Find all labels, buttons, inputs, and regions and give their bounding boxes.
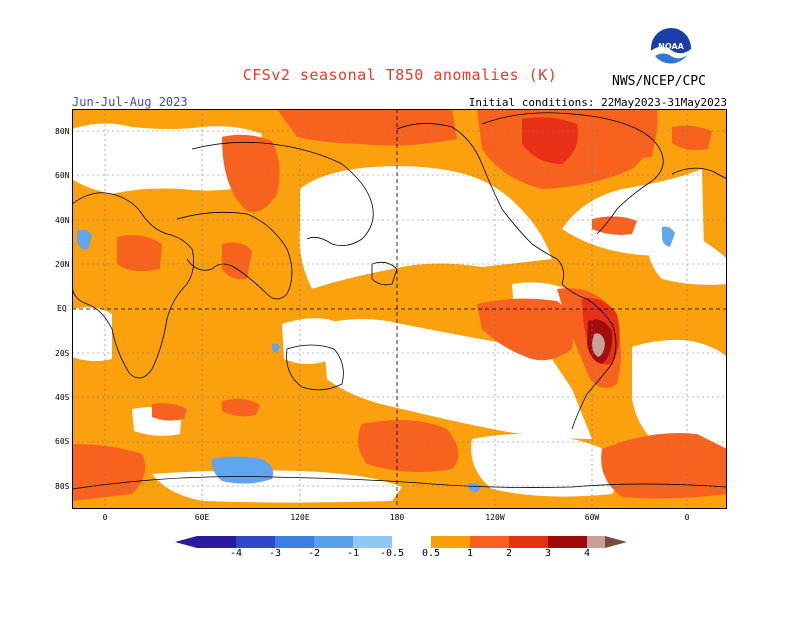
map-title: CFSv2 seasonal T850 anomalies (K) bbox=[242, 66, 558, 84]
lat-label-20n: 20N bbox=[55, 260, 70, 269]
extreme-anomaly-core bbox=[592, 333, 605, 357]
lon-label-0: 0 bbox=[102, 513, 108, 522]
colorbar-label-neg2: -2 bbox=[307, 548, 321, 559]
lat-label-80s: 80S bbox=[55, 482, 70, 491]
colorbar-label-3: 3 bbox=[544, 548, 552, 559]
anomaly-map bbox=[71, 109, 728, 513]
lon-label-60e: 60E bbox=[194, 513, 210, 522]
lat-label-40s: 40S bbox=[55, 393, 70, 402]
lon-label-120e: 120E bbox=[290, 513, 310, 522]
colorbar-label-2: 2 bbox=[505, 548, 513, 559]
lon-label-180: 180 bbox=[389, 513, 405, 522]
logo-text: NOAA bbox=[658, 42, 684, 51]
lat-label-80n: 80N bbox=[55, 127, 70, 136]
colorbar-label-neg05: -0.5 bbox=[379, 548, 405, 559]
colorbar-label-4: 4 bbox=[583, 548, 591, 559]
colorbar-label-neg4: -4 bbox=[229, 548, 243, 559]
colorbar-label-1: 1 bbox=[466, 548, 474, 559]
lat-label-40n: 40N bbox=[55, 216, 70, 225]
lat-label-60s: 60S bbox=[55, 437, 70, 446]
lat-label-60n: 60N bbox=[55, 171, 70, 180]
lat-label-eq: EQ bbox=[57, 304, 67, 313]
lat-label-20s: 20S bbox=[55, 349, 70, 358]
colorbar-label-05: 0.5 bbox=[421, 548, 441, 559]
colorbar-label-neg3: -3 bbox=[268, 548, 282, 559]
coastlines bbox=[71, 112, 728, 490]
lon-label-120w: 120W bbox=[485, 513, 505, 522]
lon-label-0-east: 0 bbox=[684, 513, 690, 522]
map-frame bbox=[72, 109, 727, 509]
colorbar bbox=[175, 534, 627, 553]
agency-label: NWS/NCEP/CPC bbox=[612, 74, 706, 89]
lon-label-60w: 60W bbox=[584, 513, 600, 522]
colorbar-label-neg1: -1 bbox=[346, 548, 360, 559]
initial-conditions-label: Initial conditions: 22May2023-31May2023 bbox=[468, 96, 727, 109]
season-label: Jun-Jul-Aug 2023 bbox=[72, 95, 188, 109]
noaa-logo: NOAA bbox=[650, 27, 692, 70]
